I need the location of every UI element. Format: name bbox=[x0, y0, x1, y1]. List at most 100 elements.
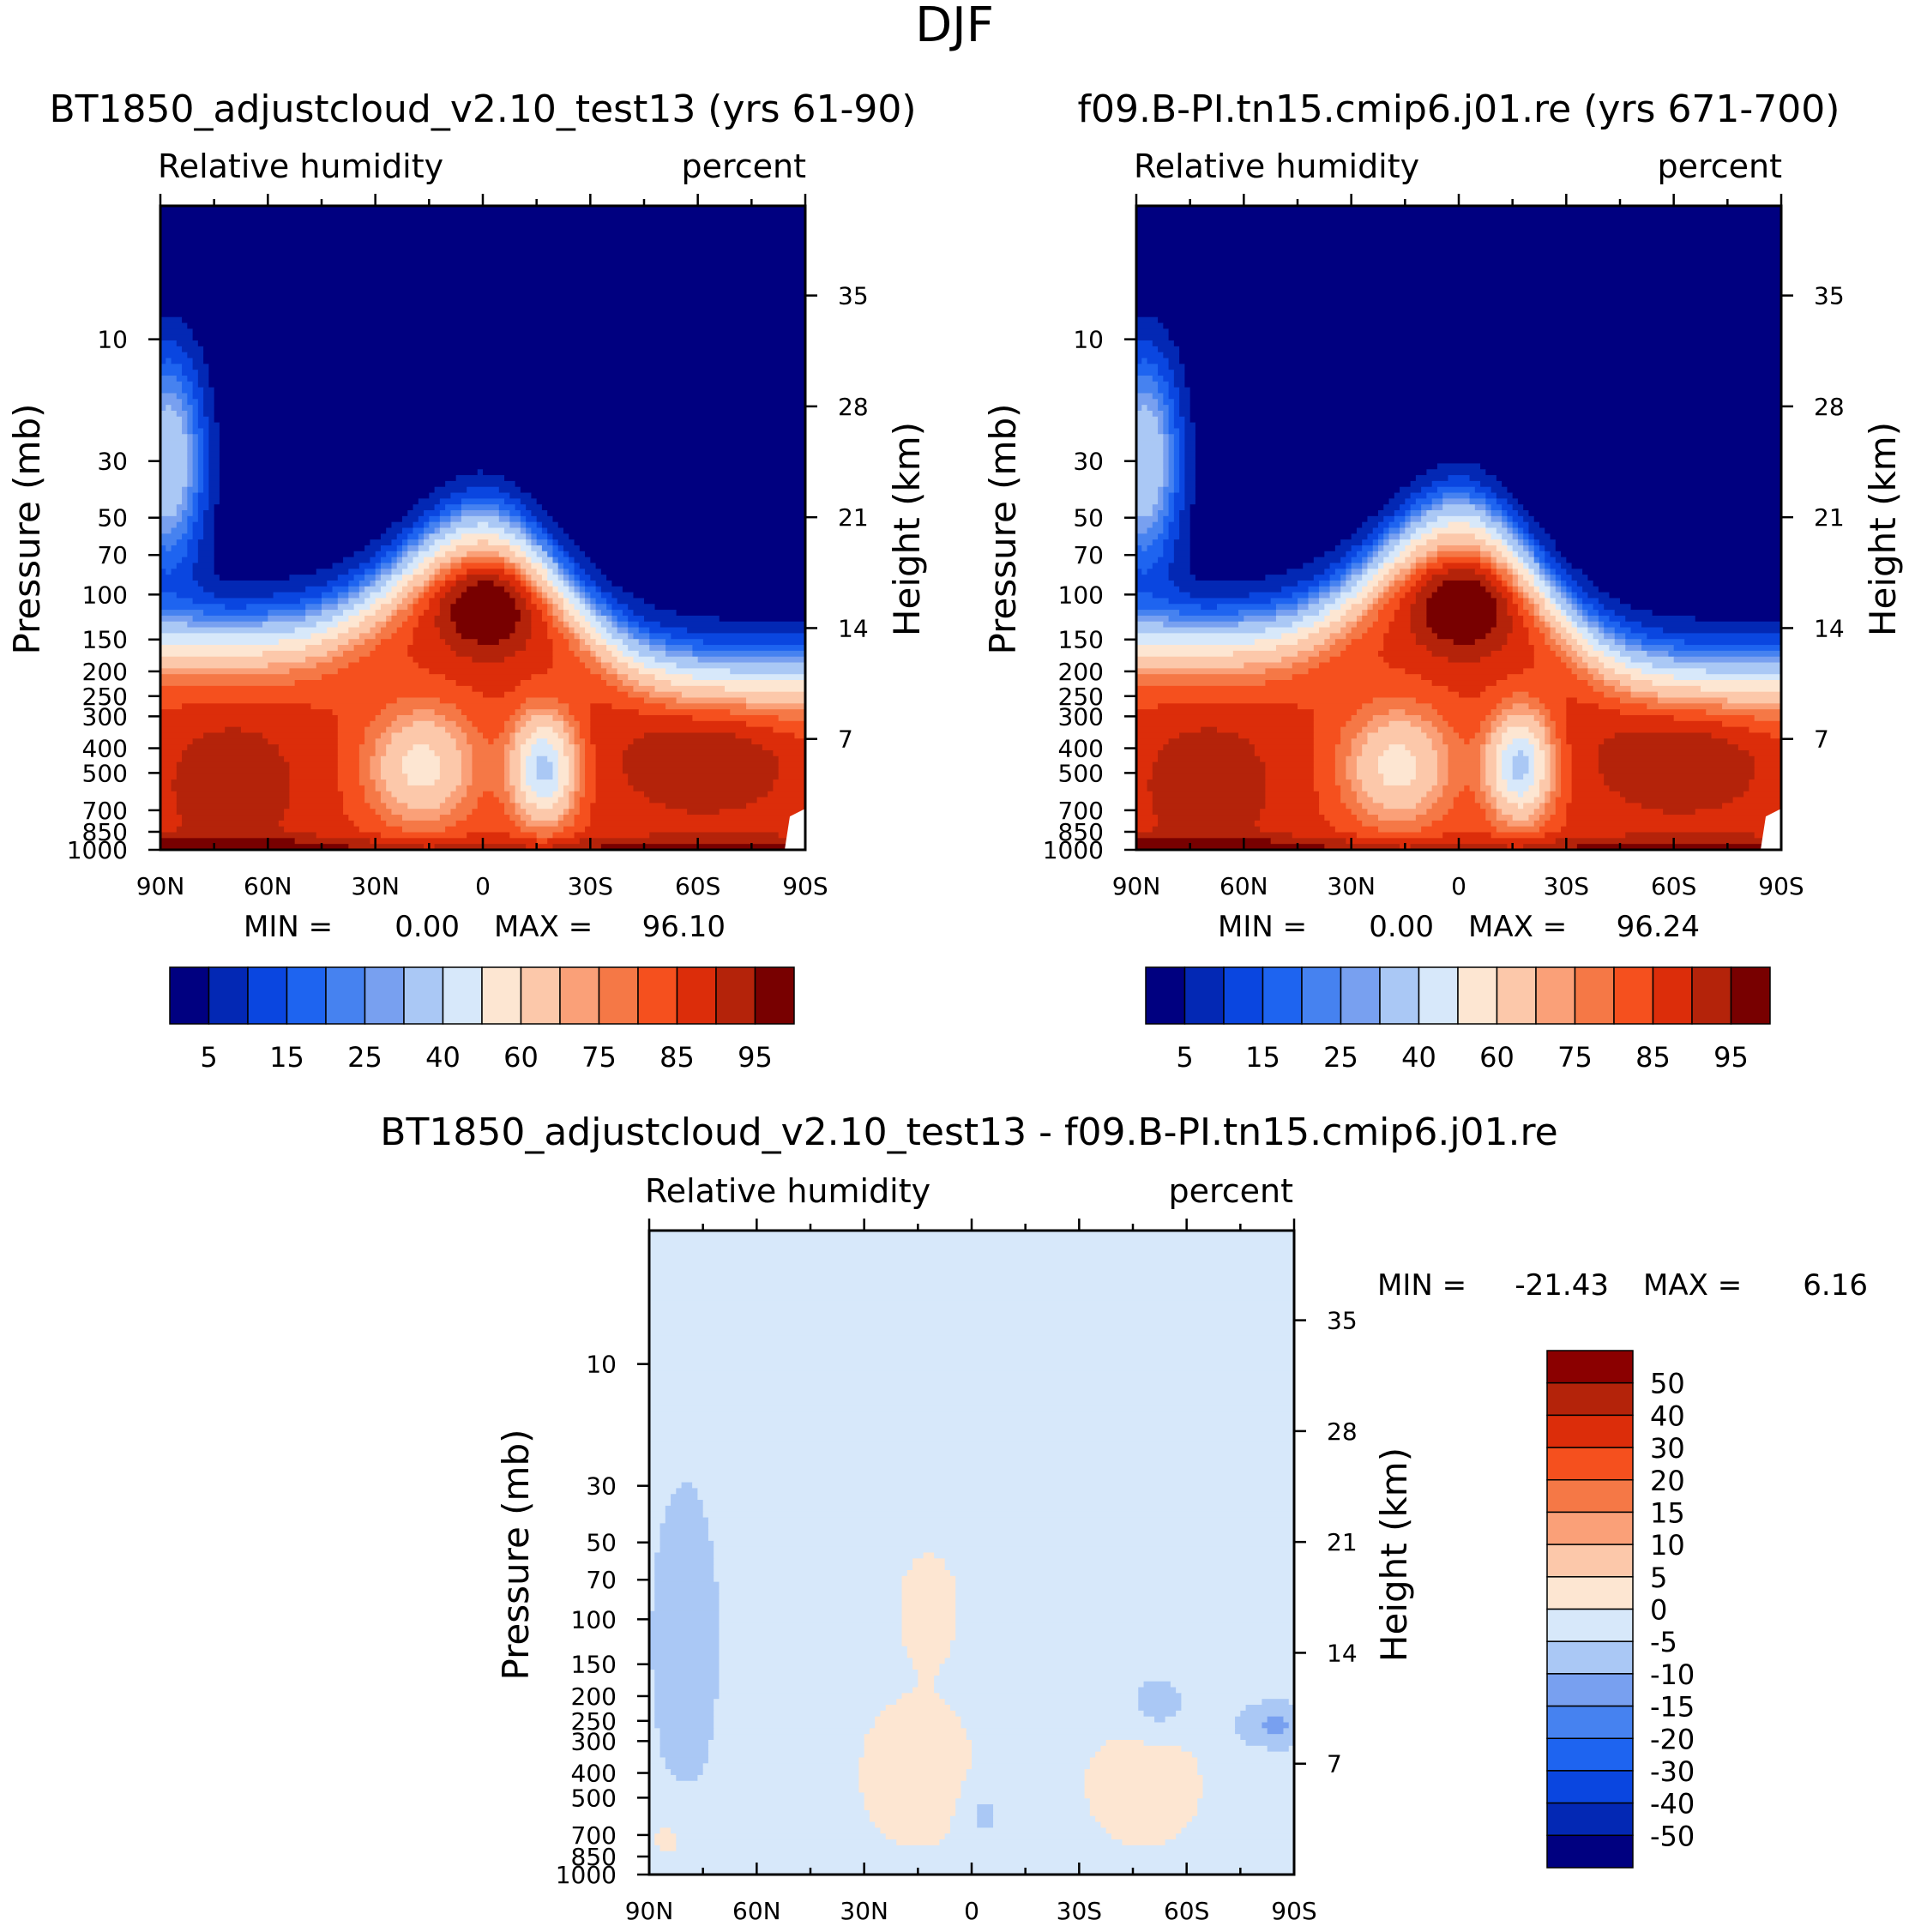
contour-cell bbox=[557, 709, 569, 716]
contour-cell bbox=[1173, 475, 1180, 482]
contour-cell bbox=[472, 656, 505, 664]
contour-cell bbox=[649, 1634, 720, 1641]
contour-cell bbox=[649, 1453, 1294, 1460]
contour-cell bbox=[1308, 586, 1320, 593]
contour-cell bbox=[483, 732, 500, 739]
contour-cell bbox=[649, 1435, 1294, 1442]
contour-cell bbox=[1168, 445, 1175, 453]
contour-cell bbox=[654, 1604, 720, 1612]
contour-cell bbox=[467, 714, 510, 722]
contour-cell bbox=[327, 627, 349, 634]
contour-cell bbox=[1410, 604, 1427, 611]
contour-cell bbox=[649, 1628, 720, 1635]
contour-cell bbox=[1383, 773, 1417, 780]
contour-cell bbox=[160, 440, 188, 447]
contour-cell bbox=[547, 551, 554, 558]
contour-cell bbox=[176, 539, 188, 546]
contour-cell bbox=[1480, 785, 1492, 792]
contour-cell bbox=[461, 533, 500, 540]
contour-cell bbox=[659, 1739, 709, 1747]
contour-cell bbox=[1313, 714, 1352, 722]
contour-cell bbox=[1176, 1710, 1241, 1718]
contour-cell bbox=[1163, 375, 1175, 382]
contour-cell bbox=[439, 803, 457, 810]
contour-cell bbox=[563, 726, 575, 734]
contour-cell bbox=[719, 615, 805, 623]
contour-cell bbox=[654, 1705, 714, 1712]
contour-cell bbox=[1561, 575, 1573, 581]
contour-cell bbox=[1528, 610, 1535, 617]
contour-cell bbox=[197, 504, 209, 511]
contour-cell bbox=[906, 1569, 951, 1577]
contour-cell bbox=[569, 639, 581, 646]
contour-cell bbox=[1490, 738, 1503, 745]
contour-cell bbox=[1189, 410, 1781, 418]
contour-cell bbox=[1539, 720, 1545, 728]
contour-cell bbox=[1582, 656, 1599, 664]
left-string: Relative humidity bbox=[1134, 147, 1419, 185]
contour-cell bbox=[1550, 627, 1557, 634]
contour-cell bbox=[1555, 803, 1567, 810]
contour-cell bbox=[1168, 738, 1250, 745]
contour-cell bbox=[1163, 399, 1175, 406]
contour-cell bbox=[1442, 815, 1486, 822]
contour-cell bbox=[1528, 815, 1540, 822]
contour-cell bbox=[1136, 440, 1164, 447]
colorbar-swatch bbox=[325, 966, 366, 1025]
contour-cell bbox=[526, 761, 538, 769]
contour-cell bbox=[337, 749, 360, 757]
contour-cell bbox=[396, 545, 403, 552]
contour-cell bbox=[171, 527, 188, 534]
contour-cell bbox=[160, 791, 178, 798]
contour-cell bbox=[977, 1809, 994, 1817]
contour-cell bbox=[1189, 393, 1781, 400]
contour-cell bbox=[557, 820, 575, 828]
contour-cell bbox=[160, 557, 183, 564]
contour-cell bbox=[563, 621, 569, 629]
contour-cell bbox=[1431, 785, 1443, 792]
contour-cell bbox=[864, 1739, 973, 1747]
contour-cell bbox=[1598, 621, 1605, 629]
contour-cell bbox=[424, 539, 436, 546]
contour-cell bbox=[1502, 709, 1540, 716]
contour-cell bbox=[1362, 803, 1384, 810]
contour-cell bbox=[526, 797, 559, 803]
contour-cell bbox=[526, 767, 538, 774]
contour-cell bbox=[1136, 732, 1180, 739]
contour-cell bbox=[396, 533, 408, 540]
contour-cell bbox=[1539, 815, 1551, 822]
contour-cell bbox=[386, 615, 393, 623]
contour-cell bbox=[407, 749, 436, 757]
contour-cell bbox=[1383, 575, 1395, 581]
contour-cell bbox=[407, 650, 457, 658]
contour-cell bbox=[1168, 451, 1175, 459]
contour-cell bbox=[337, 785, 365, 792]
contour-cell bbox=[1313, 767, 1336, 774]
contour-cell bbox=[498, 575, 516, 581]
contour-cell bbox=[654, 1587, 720, 1594]
contour-cell bbox=[391, 809, 451, 816]
contour-cell bbox=[391, 732, 451, 739]
contour-cell bbox=[1480, 767, 1486, 774]
colorbar-swatch bbox=[442, 966, 483, 1025]
contour-cell bbox=[160, 633, 312, 640]
contour-cell bbox=[590, 610, 597, 617]
contour-cell bbox=[1485, 791, 1492, 798]
contour-cell bbox=[595, 598, 607, 605]
contour-cell bbox=[934, 1687, 1139, 1694]
contour-cell bbox=[391, 615, 408, 623]
contour-cell bbox=[590, 592, 602, 599]
contour-cell bbox=[160, 498, 183, 505]
contour-cell bbox=[687, 627, 805, 634]
contour-cell bbox=[1158, 515, 1164, 523]
contour-cell bbox=[1281, 586, 1310, 593]
contour-cell bbox=[1136, 346, 1159, 353]
contour-cell bbox=[219, 480, 446, 488]
contour-cell bbox=[569, 621, 581, 629]
contour-cell bbox=[1405, 744, 1433, 751]
contour-cell bbox=[692, 650, 805, 658]
contour-cell bbox=[1136, 697, 1374, 704]
contour-cell bbox=[364, 797, 382, 803]
contour-cell bbox=[370, 627, 382, 634]
contour-cell bbox=[515, 504, 527, 511]
